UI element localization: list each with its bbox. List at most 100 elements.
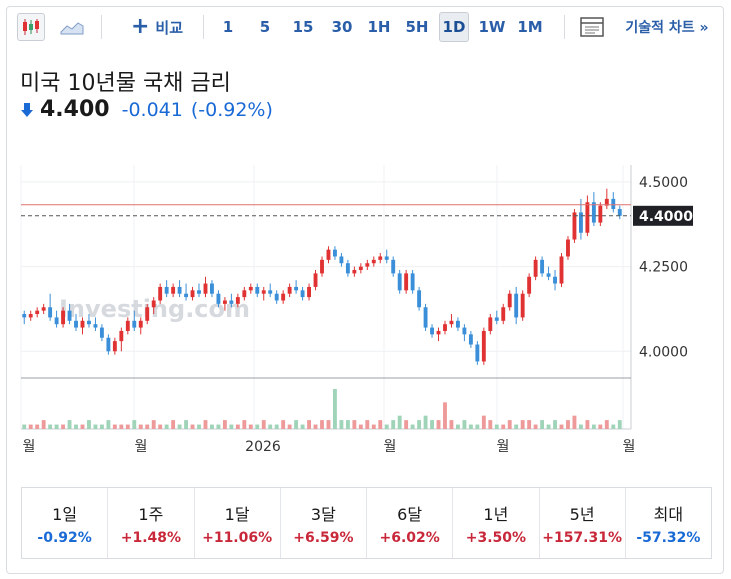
x-tick-label: 2026 bbox=[245, 439, 281, 455]
candle-body bbox=[184, 293, 189, 298]
instrument-title: 미국 10년물 국채 금리 bbox=[20, 71, 231, 96]
candle-body bbox=[320, 259, 324, 274]
period-value: +157.31% bbox=[542, 529, 623, 546]
toolbar-divider bbox=[203, 15, 204, 39]
volume-bar bbox=[488, 420, 493, 429]
volume-bar bbox=[494, 424, 499, 429]
volume-bar bbox=[307, 420, 311, 429]
candle-body bbox=[326, 249, 331, 260]
interval-5h-button[interactable]: 5H bbox=[405, 18, 429, 36]
volume-bar bbox=[87, 420, 91, 429]
candlestick-chart-icon[interactable] bbox=[17, 13, 45, 41]
period-6m[interactable]: 6달 +6.02% bbox=[367, 488, 454, 558]
candle-body bbox=[572, 212, 577, 240]
x-tick-label: 월 bbox=[23, 439, 36, 455]
period-1w[interactable]: 1주 +1.48% bbox=[108, 488, 195, 558]
volume-bar bbox=[617, 420, 622, 429]
volume-bar bbox=[248, 424, 253, 429]
period-max[interactable]: 최대 -57.32% bbox=[626, 488, 711, 558]
interval-1h-button[interactable]: 1H bbox=[367, 18, 391, 36]
volume-bar bbox=[171, 420, 176, 429]
volume-bar bbox=[197, 424, 201, 429]
candle-body bbox=[190, 290, 195, 298]
interval-1d-button[interactable]: 1D bbox=[439, 12, 469, 42]
candle-body bbox=[468, 334, 473, 345]
period-5y[interactable]: 5년 +157.31% bbox=[540, 488, 626, 558]
volume-bar bbox=[242, 420, 247, 429]
candle-body bbox=[449, 320, 454, 325]
volume-bar bbox=[578, 424, 583, 429]
candle-body bbox=[268, 290, 273, 294]
volume-bar bbox=[229, 424, 234, 429]
candle-body bbox=[617, 209, 622, 216]
area-chart-icon[interactable] bbox=[57, 13, 87, 41]
candle-body bbox=[591, 202, 596, 223]
candle-body bbox=[371, 259, 376, 264]
volume-bar bbox=[559, 424, 564, 429]
volume-bar bbox=[417, 420, 422, 429]
candle-body bbox=[210, 283, 214, 294]
candle-body bbox=[35, 310, 40, 315]
candle-body bbox=[604, 198, 609, 206]
volume-bar bbox=[35, 424, 40, 429]
interval-1m-button[interactable]: 1M bbox=[517, 18, 543, 36]
candle-body bbox=[274, 293, 279, 301]
volume-bar bbox=[365, 420, 370, 429]
candle-body bbox=[365, 263, 370, 267]
volume-bar bbox=[604, 420, 609, 429]
volume-bar bbox=[203, 420, 208, 429]
candle-body bbox=[125, 320, 130, 331]
volume-bar bbox=[378, 420, 383, 429]
interval-5min-button[interactable]: 5 bbox=[259, 18, 271, 36]
candle-body bbox=[358, 266, 363, 270]
period-value: -57.32% bbox=[636, 529, 701, 546]
period-1m[interactable]: 1달 +11.06% bbox=[195, 488, 281, 558]
candle-body bbox=[514, 293, 519, 318]
toolbar-divider bbox=[564, 15, 565, 39]
technical-chart-icon[interactable] bbox=[577, 13, 607, 41]
candle-body bbox=[106, 337, 111, 352]
interval-30min-button[interactable]: 30 bbox=[331, 18, 353, 36]
candle-body bbox=[74, 320, 78, 328]
performance-periods: 1일 -0.92% 1주 +1.48% 1달 +11.06% 3달 +6.59% 6달 +… bbox=[21, 487, 712, 559]
volume-bar bbox=[527, 420, 532, 429]
volume-bar bbox=[333, 389, 337, 429]
candle-body bbox=[229, 300, 234, 304]
period-1d[interactable]: 1일 -0.92% bbox=[22, 488, 109, 558]
period-label: 최대 bbox=[653, 504, 684, 524]
candle-body bbox=[443, 324, 447, 331]
y-tick-label: 4.0000 bbox=[639, 344, 688, 360]
interval-15min-button[interactable]: 15 bbox=[292, 18, 314, 36]
period-1y[interactable]: 1년 +3.50% bbox=[453, 488, 540, 558]
toolbar-divider bbox=[101, 15, 102, 39]
interval-1min-button[interactable]: 1 bbox=[222, 18, 234, 36]
candle-body bbox=[507, 293, 512, 308]
plus-icon: + bbox=[130, 14, 150, 39]
x-tick-label: 월 bbox=[135, 439, 148, 455]
volume-bar bbox=[566, 420, 570, 429]
candlestick-chart[interactable]: Investing.com 4.4000 4.5000 4.2500 4.0000 월 월 2… bbox=[7, 157, 723, 467]
candle-body bbox=[177, 286, 182, 294]
price-row: 4.400 -0.041 (-0.92%) bbox=[20, 97, 273, 122]
candle-body bbox=[384, 256, 389, 260]
candle-body bbox=[222, 300, 227, 304]
candle-body bbox=[481, 330, 486, 362]
compare-button[interactable]: + 비교 bbox=[125, 12, 189, 42]
candle-body bbox=[611, 198, 616, 210]
candle-body bbox=[566, 239, 570, 257]
chart-toolbar: + 비교 1 5 15 30 1H 5H 1D 1W 1M 기술적 차트 » bbox=[7, 7, 723, 47]
volume-bar bbox=[339, 420, 344, 429]
volume-bar bbox=[210, 424, 214, 429]
volume-bar bbox=[572, 415, 577, 429]
volume-bar bbox=[449, 420, 454, 429]
chart-area[interactable]: Investing.com 4.4000 4.5000 4.2500 4.0000 월 월 2… bbox=[7, 157, 723, 471]
volume-bar bbox=[371, 424, 376, 429]
period-3m[interactable]: 3달 +6.59% bbox=[281, 488, 367, 558]
technical-chart-link[interactable]: 기술적 차트 » bbox=[625, 20, 709, 36]
volume-bar bbox=[184, 420, 189, 429]
period-label: 5년 bbox=[569, 504, 595, 524]
interval-1w-button[interactable]: 1W bbox=[478, 18, 506, 36]
volume-bar bbox=[61, 424, 66, 429]
volume-bar bbox=[268, 424, 273, 429]
candle-body bbox=[417, 290, 422, 308]
